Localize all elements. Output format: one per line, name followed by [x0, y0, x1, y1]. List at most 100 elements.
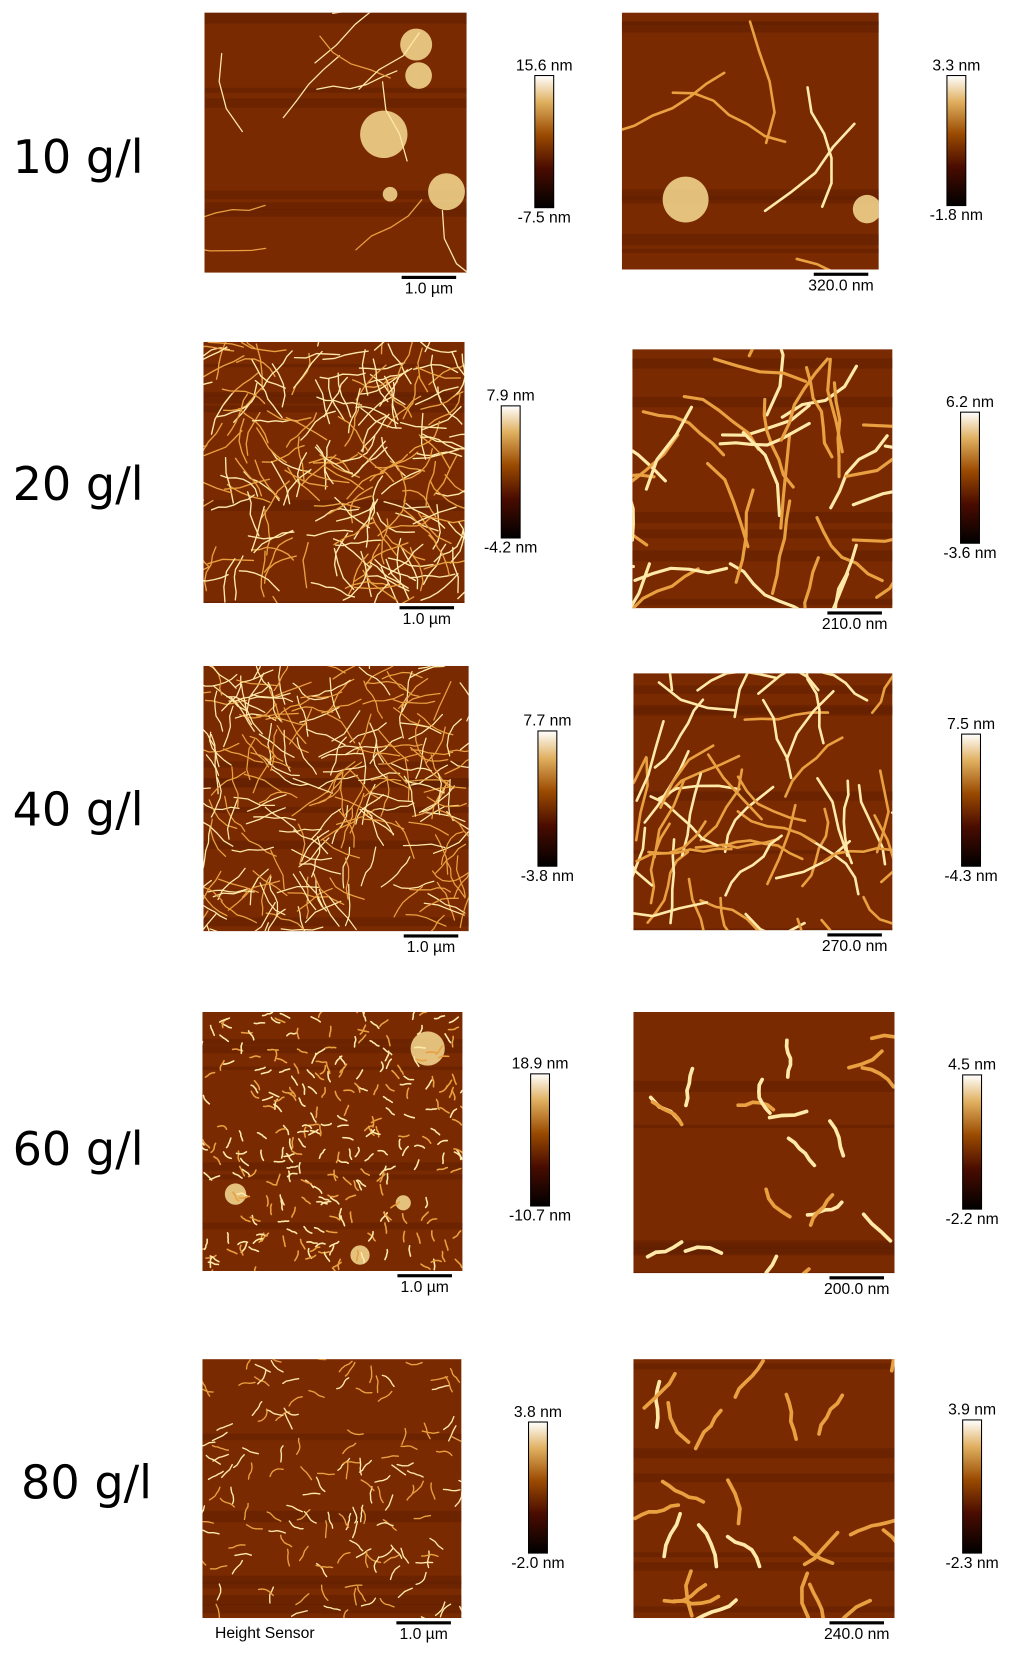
fiber — [387, 1173, 388, 1183]
fiber — [606, 453, 634, 540]
fiber — [741, 267, 758, 356]
afm-image — [183, 0, 478, 281]
scan-band — [632, 397, 892, 407]
scale-bar — [400, 606, 455, 609]
colorbar-min-label: -2.0 nm — [511, 1555, 564, 1572]
afm-image — [633, 1326, 919, 1629]
fiber — [254, 1267, 255, 1277]
scale-bar-label: 1.0 µm — [407, 939, 455, 956]
colorbar-min-label: -4.3 nm — [944, 868, 997, 885]
fiber — [542, 565, 634, 576]
colorbar-max-label: 7.9 nm — [487, 388, 535, 405]
scan-band — [633, 1552, 894, 1557]
scan-band — [633, 1081, 894, 1092]
colorbar — [963, 1075, 982, 1209]
scale-bar — [827, 611, 882, 614]
scan-band — [632, 512, 892, 523]
colorbar-min-label: -3.8 nm — [521, 868, 574, 885]
colorbar-min-label: -7.5 nm — [518, 209, 571, 226]
fiber — [326, 1047, 336, 1048]
scale-bar — [827, 933, 882, 936]
scan-band — [202, 1582, 461, 1589]
scan-band — [633, 1474, 894, 1483]
colorbar — [962, 734, 981, 866]
scale-bar-label: 1.0 µm — [403, 611, 451, 628]
scale-bar — [829, 1621, 884, 1624]
scan-band — [632, 599, 892, 605]
blob — [405, 62, 432, 89]
colorbar-min-label: -2.2 nm — [945, 1211, 998, 1228]
colorbar-max-label: 6.2 nm — [946, 394, 994, 411]
fiber — [426, 1109, 436, 1110]
scale-bar-label: 1.0 µm — [399, 1626, 447, 1643]
fiber — [416, 1562, 433, 1563]
afm-image — [197, 1354, 474, 1630]
scan-band — [633, 1562, 894, 1570]
colorbar-min-label: -4.2 nm — [484, 540, 537, 557]
fiber — [333, 0, 411, 13]
footer-label: Height Sensor — [215, 1625, 315, 1642]
scan-band — [204, 13, 466, 24]
fiber — [289, 1171, 290, 1181]
scale-bar-label: 1.0 µm — [401, 1279, 449, 1296]
fiber — [315, 301, 321, 345]
scale-bar — [402, 276, 457, 279]
row-label: 60 g/l — [13, 1122, 144, 1176]
colorbar-min-label: -1.8 nm — [930, 207, 983, 224]
colorbar-max-label: 7.7 nm — [523, 713, 571, 730]
scan-band — [204, 191, 466, 199]
colorbar-min-label: -10.7 nm — [509, 1208, 571, 1225]
scan-band — [204, 88, 466, 93]
fiber — [426, 1052, 436, 1053]
scale-bar — [396, 1621, 451, 1624]
scale-bar-label: 320.0 nm — [808, 278, 874, 295]
colorbar — [961, 412, 980, 543]
scan-band — [622, 249, 879, 253]
row-label: 80 g/l — [21, 1456, 152, 1510]
scan-band — [633, 705, 892, 716]
scan-band — [202, 1067, 462, 1070]
colorbar-max-label: 7.5 nm — [947, 716, 995, 733]
scan-band — [622, 234, 879, 245]
fiber — [210, 929, 248, 946]
scan-band — [203, 500, 464, 511]
fiber — [357, 1003, 362, 1012]
scan-band — [204, 202, 466, 210]
scan-band — [202, 1223, 462, 1230]
colorbar-max-label: 18.9 nm — [512, 1056, 569, 1073]
afm-image — [542, 267, 978, 656]
blob — [400, 29, 432, 61]
fiber — [189, 458, 203, 501]
blob — [383, 187, 398, 202]
fiber — [892, 813, 955, 865]
afm-image — [597, 609, 955, 998]
blob — [350, 1245, 369, 1264]
colorbar-min-label: -2.3 nm — [945, 1555, 998, 1572]
scale-bar-label: 210.0 nm — [822, 616, 888, 633]
scale-bar — [814, 273, 869, 276]
fiber — [278, 1221, 288, 1222]
fiber — [208, 1270, 213, 1279]
colorbar — [531, 1074, 550, 1206]
colorbar — [947, 76, 966, 206]
colorbar-max-label: 3.3 nm — [932, 57, 980, 74]
scale-bar-label: 270.0 nm — [822, 938, 888, 955]
colorbar-max-label: 3.8 nm — [514, 1404, 562, 1421]
afm-image — [167, 301, 493, 635]
scan-band — [633, 1364, 894, 1370]
colorbar-min-label: -3.6 nm — [943, 545, 996, 562]
fiber — [798, 919, 826, 998]
afm-image — [195, 1003, 469, 1280]
colorbar-max-label: 15.6 nm — [516, 57, 573, 74]
scale-bar — [829, 1276, 884, 1279]
blob — [853, 195, 881, 223]
colorbar — [529, 1422, 548, 1553]
colorbar-max-label: 3.9 nm — [948, 1402, 996, 1419]
fiber — [228, 1233, 229, 1243]
scan-band — [202, 1595, 461, 1605]
fiber — [268, 1049, 278, 1050]
blob — [663, 177, 709, 223]
colorbar-max-label: 4.5 nm — [948, 1057, 996, 1074]
scan-band — [633, 1448, 894, 1458]
row-label: 10 g/l — [13, 130, 144, 184]
